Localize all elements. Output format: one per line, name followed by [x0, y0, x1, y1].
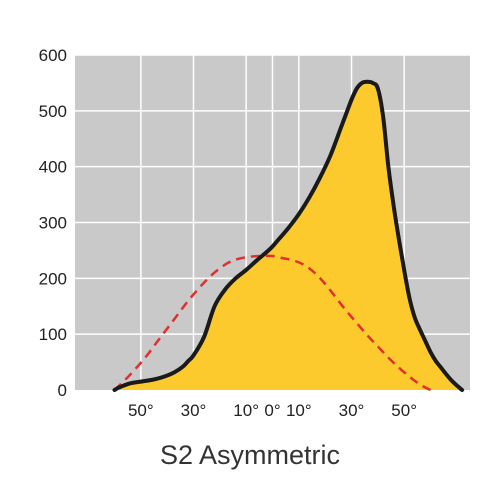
series-outline: [112, 79, 465, 392]
y-tick-label-2: 200: [39, 269, 67, 288]
y-tick-label-4: 400: [39, 158, 67, 177]
series-dashed-line: [113, 254, 432, 392]
x-axis-ticks: 50° 30° 10° 0° 10° 30° 50°: [128, 401, 417, 420]
chart-title: S2 Asymmetric: [159, 440, 341, 470]
series-area-fill: [114, 81, 463, 391]
y-tick-label-6: 600: [39, 46, 67, 65]
x-tick-label-5: 30°: [339, 401, 365, 420]
x-tick-label-4: 10°: [286, 401, 312, 420]
x-tick-label-2: 10°: [233, 401, 259, 420]
y-tick-label-3: 300: [39, 214, 67, 233]
y-axis-ticks: 0 100 200 300 400 500 600: [39, 46, 67, 400]
y-tick-label-5: 500: [39, 102, 67, 121]
x-tick-label-6: 50°: [391, 401, 417, 420]
x-tick-label-1: 30°: [181, 401, 207, 420]
x-tick-label-3: 0°: [264, 401, 280, 420]
x-tick-label-0: 50°: [128, 401, 154, 420]
y-tick-label-1: 100: [39, 325, 67, 344]
y-tick-label-0: 0: [58, 381, 67, 400]
